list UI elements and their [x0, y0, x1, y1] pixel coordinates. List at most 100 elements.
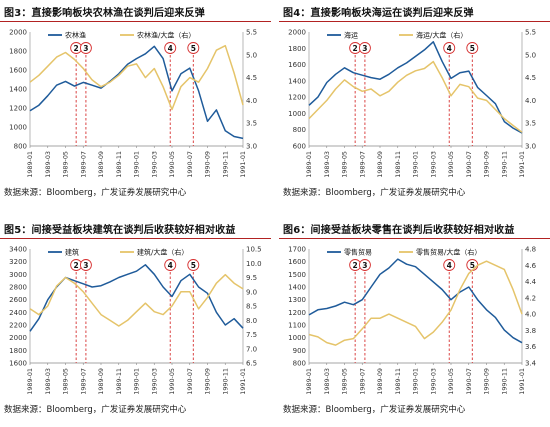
source-note: 数据来源：Bloomberg，广发证券发展研究中心 — [283, 405, 466, 415]
x-tick-label: 1989-11 — [394, 368, 402, 395]
left-tick-label: 1400 — [288, 77, 306, 85]
right-tick-label: 8.0 — [246, 317, 257, 325]
series-line-index — [29, 45, 244, 140]
event-marker-circle — [358, 259, 371, 271]
x-tick-label: 1990-01 — [133, 368, 141, 395]
left-tick-label: 1300 — [288, 296, 306, 304]
right-tick-label: 10.5 — [246, 246, 262, 254]
left-tick-label: 3200 — [9, 258, 27, 266]
legend-label: 农林渔/大盘（右） — [137, 31, 195, 40]
left-tick-label: 2000 — [9, 334, 27, 342]
left-tick-label: 1000 — [288, 334, 306, 342]
x-tick-label: 1989-07 — [79, 151, 87, 178]
chart-panel: 图3：直接影响板块农林渔在谈判后迎来反弹 800 1000 1200 1400 1600… — [0, 0, 271, 210]
x-tick-label: 1989-03 — [323, 151, 331, 178]
legend-label: 零售贸易 — [344, 248, 372, 257]
chart-area: 1600 1800 2000 2200 2400 2600 2800 3000 3200 3400… — [0, 241, 271, 401]
right-tick-label: 9.5 — [246, 274, 257, 282]
x-tick-label: 1989-05 — [341, 151, 349, 178]
x-tick-label: 1989-01 — [305, 368, 313, 395]
right-tick-label: 10.0 — [246, 260, 262, 268]
x-tick-label: 1990-09 — [204, 151, 212, 178]
left-tick-label: 1800 — [9, 347, 27, 355]
right-tick-label: 4.8 — [525, 246, 536, 254]
x-tick-label: 1989-11 — [394, 151, 402, 178]
event-marker-label: 4 — [447, 261, 452, 270]
event-marker-label: 2 — [353, 44, 358, 53]
left-tick-label: 800 — [14, 143, 27, 151]
panel-title-bar: 图4：直接影响板块海运在谈判后迎来反弹 — [279, 3, 550, 22]
x-tick-label: 1990-11 — [221, 151, 229, 178]
event-marker-label: 4 — [168, 261, 173, 270]
right-tick-label: 5.5 — [525, 29, 536, 37]
x-tick-label: 1990-01 — [412, 151, 420, 178]
event-marker-circle — [164, 42, 177, 54]
event-marker-circle — [358, 42, 371, 54]
panel-title-bar: 图5：间接受益板块建筑在谈判后收获较好相对收益 — [0, 220, 271, 239]
chart-area: 600 800 1000 1200 1400 1600 1800 2000 3.0 3.5 4.0 4… — [279, 24, 550, 184]
x-tick-label: 1989-01 — [26, 368, 34, 395]
left-tick-label: 600 — [293, 143, 306, 151]
x-tick-label: 1990-05 — [447, 151, 455, 178]
x-tick-label: 1989-09 — [97, 368, 105, 395]
x-tick-label: 1990-09 — [483, 368, 491, 395]
left-tick-label: 1800 — [288, 45, 306, 53]
right-tick-label: 6.5 — [246, 360, 257, 368]
line-chart: 800 900 1000 1100 1200 1300 1400 1500 1600 1700 3.… — [288, 246, 537, 395]
right-tick-label: 7.0 — [246, 345, 257, 353]
left-tick-label: 1100 — [288, 322, 306, 330]
x-tick-label: 1989-11 — [115, 368, 123, 395]
right-tick-label: 3.8 — [525, 327, 536, 335]
x-tick-label: 1990-07 — [186, 368, 194, 395]
left-tick-label: 1700 — [288, 246, 306, 254]
right-tick-label: 3.0 — [246, 143, 257, 151]
left-tick-label: 1500 — [288, 271, 306, 279]
left-tick-label: 1600 — [9, 67, 27, 75]
x-tick-label: 1991-01 — [239, 151, 247, 178]
left-tick-label: 800 — [293, 126, 306, 134]
event-marker-circle — [443, 42, 456, 54]
event-marker-label: 5 — [470, 44, 475, 53]
event-marker-circle — [187, 259, 200, 271]
right-tick-label: 4.0 — [525, 97, 536, 105]
x-tick-label: 1990-05 — [168, 368, 176, 395]
series-line-index — [308, 41, 523, 134]
left-tick-label: 2000 — [288, 29, 306, 37]
event-marker-label: 5 — [191, 44, 196, 53]
x-tick-label: 1989-01 — [305, 151, 313, 178]
x-tick-label: 1989-05 — [62, 151, 70, 178]
left-tick-label: 1200 — [288, 309, 306, 317]
x-tick-label: 1990-01 — [133, 151, 141, 178]
source-note: 数据来源：Bloomberg，广发证券发展研究中心 — [4, 405, 187, 415]
right-tick-label: 4.5 — [246, 74, 257, 82]
left-tick-label: 3400 — [9, 246, 27, 254]
x-tick-label: 1989-11 — [115, 151, 123, 178]
series-line-ratio — [29, 273, 244, 327]
x-tick-label: 1990-07 — [465, 368, 473, 395]
left-tick-label: 2600 — [9, 296, 27, 304]
left-tick-label: 1600 — [9, 360, 27, 368]
source-note: 数据来源：Bloomberg，广发证券发展研究中心 — [283, 188, 466, 198]
event-marker-circle — [466, 42, 479, 54]
x-tick-label: 1990-03 — [429, 151, 437, 178]
series-line-ratio — [29, 44, 244, 111]
x-tick-label: 1990-05 — [168, 151, 176, 178]
legend-label: 建筑 — [65, 248, 79, 257]
x-tick-label: 1991-01 — [518, 151, 526, 178]
right-tick-label: 9.0 — [246, 288, 257, 296]
event-marker-label: 3 — [362, 44, 367, 53]
panel-title-bar: 图3：直接影响板块农林渔在谈判后迎来反弹 — [0, 3, 271, 22]
right-tick-label: 4.4 — [525, 278, 537, 286]
x-tick-label: 1989-09 — [376, 151, 384, 178]
line-chart: 1600 1800 2000 2200 2400 2600 2800 3000 3200 3400… — [9, 246, 262, 395]
x-tick-label: 1990-03 — [150, 368, 158, 395]
event-marker-label: 5 — [191, 261, 196, 270]
x-tick-label: 1989-07 — [79, 368, 87, 395]
left-tick-label: 1600 — [288, 61, 306, 69]
right-tick-label: 4.0 — [525, 311, 536, 319]
left-tick-label: 1600 — [288, 258, 306, 266]
right-tick-label: 3.0 — [525, 143, 536, 151]
line-chart: 800 1000 1200 1400 1600 1800 2000 3.0 3.5 4.0 4.5 5… — [9, 29, 257, 178]
x-tick-label: 1989-01 — [26, 151, 34, 178]
right-tick-label: 3.6 — [525, 343, 537, 351]
